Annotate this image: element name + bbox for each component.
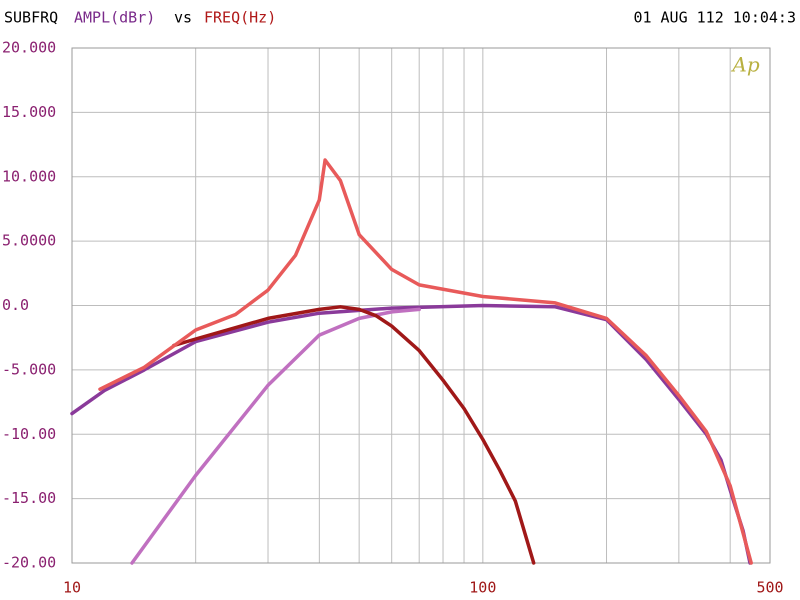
series-line xyxy=(172,305,536,565)
y-tick-label: 5.0000 xyxy=(2,232,56,250)
y-tick-label: 0.0 xyxy=(2,296,29,314)
x-tick-label: 10 xyxy=(63,579,81,597)
logo: Ap xyxy=(730,53,759,77)
y-tick-label: 10.000 xyxy=(2,167,56,185)
y-tick-label: 15.000 xyxy=(2,103,56,121)
x-tick-label: 100 xyxy=(469,579,496,597)
plot-frame xyxy=(71,47,771,564)
y-tick-label: -15.00 xyxy=(2,489,56,507)
series-line xyxy=(130,307,421,565)
y-tick-label: 20.000 xyxy=(2,39,56,57)
header-vs: vs xyxy=(174,9,192,27)
y-tick-label: -5.000 xyxy=(2,360,56,378)
y-tick-label: -10.00 xyxy=(2,425,56,443)
series-line xyxy=(98,158,753,565)
x-tick-label: 500 xyxy=(756,579,783,597)
header-left: SUBFRQ xyxy=(4,9,58,27)
x-axis-label: FREQ(Hz) xyxy=(204,9,276,27)
timestamp: 01 AUG 112 10:04:3 xyxy=(633,9,796,27)
y-tick-label: -20.00 xyxy=(2,554,56,572)
y-axis-label: AMPL(dBr) xyxy=(74,9,155,27)
